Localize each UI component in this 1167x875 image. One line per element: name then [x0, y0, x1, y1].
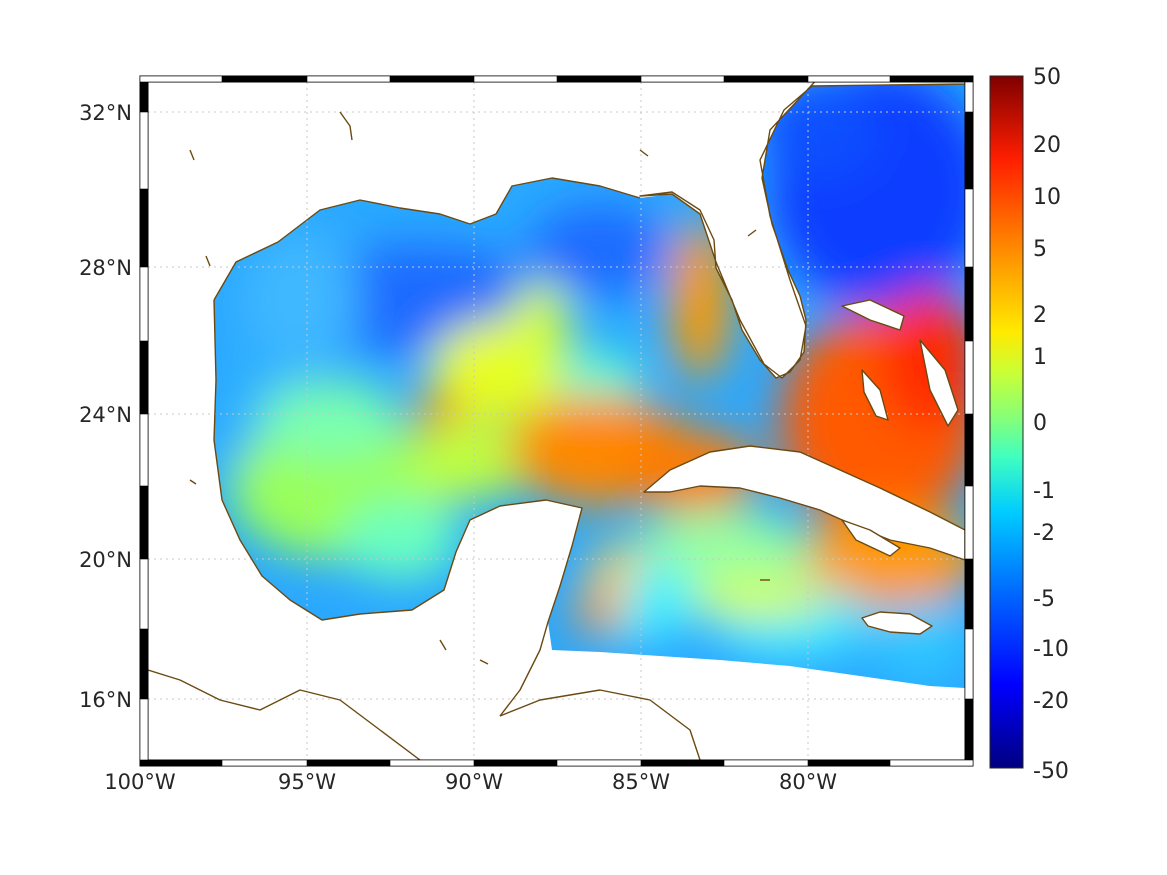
y-tick-label: 20°N: [79, 548, 132, 572]
bahamas-1: [841, 299, 905, 331]
colorbar-tick-label: 1: [1033, 345, 1047, 370]
cuba: [643, 445, 965, 561]
colorbar-tick-label: 2: [1033, 303, 1047, 328]
gulf-coast-north: [213, 177, 641, 301]
colorbar-ticks: 50 20 10 5 2 1 0 -1 -2 -5 -10 -20 -50: [1033, 65, 1069, 784]
colorbar-tick-label: 5: [1033, 237, 1047, 262]
y-tick-label: 32°N: [79, 101, 132, 125]
x-axis-ticks: 100°W 95°W 90°W 85°W 80°W: [104, 770, 837, 794]
y-tick-label: 28°N: [79, 256, 132, 280]
colorbar-tick-label: 0: [1033, 411, 1047, 436]
graticule: [148, 82, 965, 760]
colorbar-tick-label: -1: [1033, 479, 1055, 504]
central-america-coast: [148, 669, 421, 760]
bahamas-4: [841, 519, 901, 557]
colorbar-tick-label: 50: [1033, 65, 1061, 90]
colorbar-tick-label: 20: [1033, 133, 1061, 158]
x-tick-label: 80°W: [779, 770, 837, 794]
jamaica: [861, 611, 933, 635]
florida: [639, 82, 965, 379]
data-field: [214, 84, 965, 688]
x-tick-label: 90°W: [445, 770, 503, 794]
colorbar: 50 20 10 5 2 1 0 -1 -2 -5 -10 -20 -50: [989, 65, 1069, 784]
y-tick-label: 16°N: [79, 688, 132, 712]
colorbar-gradient: [989, 75, 1024, 769]
x-tick-label: 85°W: [612, 770, 670, 794]
colorbar-tick-label: -5: [1033, 587, 1055, 612]
x-tick-label: 95°W: [278, 770, 336, 794]
gulf-coast-west: [213, 299, 583, 717]
colorbar-tick-label: -20: [1033, 689, 1069, 714]
y-axis-ticks: 32°N 28°N 24°N 20°N 16°N: [79, 101, 132, 712]
colorbar-tick-label: 10: [1033, 185, 1061, 210]
coastlines: [148, 82, 965, 760]
colorbar-tick-label: -50: [1033, 759, 1069, 784]
colorbar-tick-label: -2: [1033, 521, 1055, 546]
x-tick-label: 100°W: [104, 770, 176, 794]
colorbar-tick-label: -10: [1033, 637, 1069, 662]
y-tick-label: 24°N: [79, 403, 132, 427]
bahamas-2: [861, 369, 889, 421]
map-frame: [139, 75, 974, 767]
bahamas-3: [919, 339, 959, 427]
